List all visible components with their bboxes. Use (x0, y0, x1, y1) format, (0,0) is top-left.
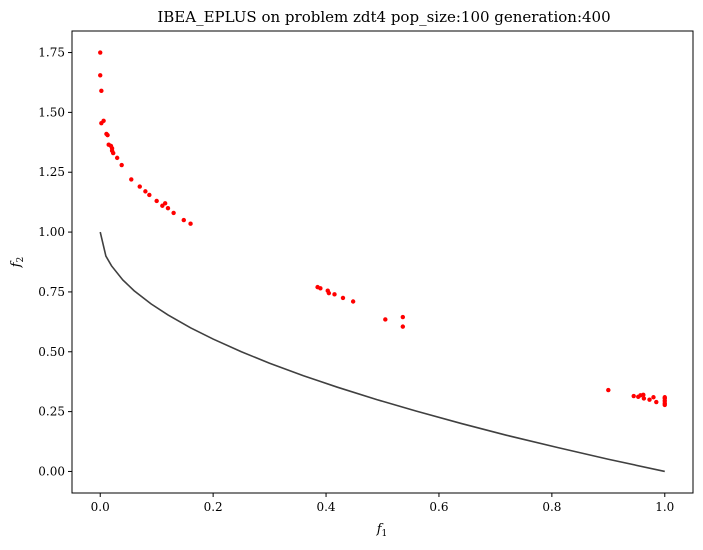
y-axis-label: f2 (9, 257, 26, 269)
y-tick-label: 0.00 (38, 464, 65, 478)
solution-point (647, 397, 652, 402)
solution-point (631, 393, 636, 399)
solution-point (651, 395, 656, 400)
x-axis-label: f1 (376, 522, 388, 539)
solution-point (400, 314, 406, 320)
y-tick-label: 1.00 (38, 225, 65, 239)
y-axis: 0.00 0.25 0.50 0.75 1.00 1.25 1.50 1.75 (38, 46, 72, 478)
x-tick-label: 0.6 (429, 500, 448, 514)
solution-point (340, 295, 346, 301)
y-tick-label: 1.75 (38, 46, 65, 60)
x-axis: 0.0 0.2 0.4 0.6 0.8 1.0 (91, 493, 674, 514)
solution-point (114, 155, 120, 161)
x-tick-label: 1.0 (655, 500, 674, 514)
solution-point (99, 88, 104, 94)
reference-front-layer (99, 231, 665, 473)
solution-point (654, 399, 659, 405)
solution-point (154, 198, 159, 204)
solution-point (662, 402, 667, 408)
solution-point (332, 292, 337, 297)
solution-point (147, 192, 152, 198)
x-tick-label: 0.4 (316, 500, 335, 514)
y-tick-label: 0.25 (38, 405, 65, 419)
plot-area (71, 30, 694, 494)
x-tick-label: 0.2 (204, 500, 223, 514)
solution-point (171, 210, 176, 216)
x-tick-label: 0.0 (91, 500, 110, 514)
solution-point (98, 50, 103, 55)
x-tick-label: 0.8 (542, 500, 561, 514)
solution-point (111, 150, 116, 156)
solution-point (162, 201, 168, 206)
solution-point (143, 189, 148, 194)
solution-point (318, 286, 323, 291)
y-tick-label: 0.75 (38, 285, 65, 299)
y-tick-label: 1.50 (38, 105, 65, 119)
y-tick-label: 0.50 (38, 345, 65, 359)
solution-point (181, 217, 186, 223)
solution-point (137, 184, 142, 189)
solution-point (165, 205, 171, 211)
solution-point (101, 118, 106, 123)
solution-point (105, 132, 110, 138)
chart-title: IBEA_EPLUS on problem zdt4 pop_size:100 … (157, 8, 610, 26)
y-tick-label: 1.25 (38, 165, 65, 179)
solution-point (662, 395, 667, 400)
reference-front-line (99, 231, 665, 473)
solution-point (326, 290, 332, 296)
solution-point (606, 387, 611, 393)
solution-point (350, 299, 356, 304)
solution-point (129, 177, 134, 182)
solution-point (641, 396, 647, 401)
solution-point (119, 162, 124, 168)
solution-point (383, 317, 388, 322)
solution-point (641, 392, 646, 398)
solution-point (98, 73, 103, 78)
solution-points-layer (98, 50, 667, 408)
solution-point (400, 324, 406, 329)
solution-point (188, 221, 193, 226)
